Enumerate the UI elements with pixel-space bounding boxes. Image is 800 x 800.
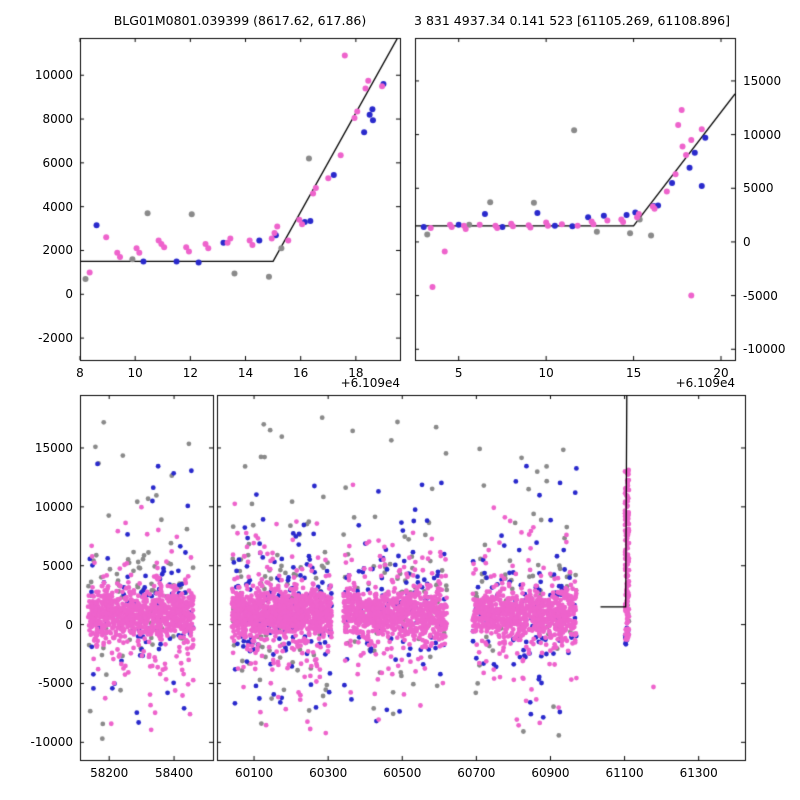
tick-label: 10000 (34, 68, 73, 83)
left-plot-title: BLG01M0801.039399 (8617.62, 617.86) (113, 13, 367, 28)
tick-label: 4000 (42, 199, 73, 214)
tick-label: 8000 (42, 112, 73, 127)
tick-label: 2000 (42, 243, 73, 258)
tick-label: 5 (454, 366, 463, 380)
tick-label: 0 (743, 234, 751, 249)
tick-label: 10 (127, 366, 143, 380)
tick-label: 15 (625, 366, 642, 380)
tick-label: 16 (293, 366, 309, 380)
tick-label: 60300 (309, 766, 348, 780)
tick-label: -2000 (38, 331, 73, 346)
tick-label: 5000 (743, 181, 774, 196)
tick-label: 15000 (743, 73, 782, 88)
tick-label: 60900 (531, 766, 570, 780)
tick-label: 20 (713, 366, 729, 380)
tick-label: -10000 (30, 735, 73, 750)
tick-label: 58200 (90, 766, 129, 780)
tick-label: 61300 (679, 766, 718, 780)
tick-label: 0 (65, 287, 73, 302)
tick-label: 14 (237, 366, 254, 380)
tick-label: -5000 (38, 676, 73, 691)
tick-label: 10000 (743, 127, 782, 142)
right-plot-title: 3 831 4937.34 0.141 523 [61105.269, 6110… (414, 13, 730, 28)
tick-label: 6000 (42, 155, 73, 170)
tick-label: -10000 (743, 342, 786, 357)
tick-label: 8 (76, 366, 84, 380)
tick-label: 18 (348, 366, 364, 380)
tick-label: 60100 (234, 766, 274, 780)
tick-label: 60700 (457, 766, 496, 780)
x-axis-offset-label-left: +6.109e4 (340, 376, 400, 390)
tick-label: 5000 (42, 558, 73, 573)
tick-label: 15000 (34, 440, 73, 455)
tick-label: 61100 (605, 766, 644, 780)
tick-label: -5000 (743, 288, 778, 303)
tick-label: 10000 (34, 499, 73, 514)
tick-label: 0 (65, 617, 73, 632)
x-axis-offset-label-right: +6.109e4 (675, 376, 735, 390)
tick-label: 58400 (154, 766, 194, 780)
tick-label: 60500 (383, 766, 422, 780)
tick-label: 10 (538, 366, 554, 380)
tick-label: 12 (182, 366, 198, 380)
